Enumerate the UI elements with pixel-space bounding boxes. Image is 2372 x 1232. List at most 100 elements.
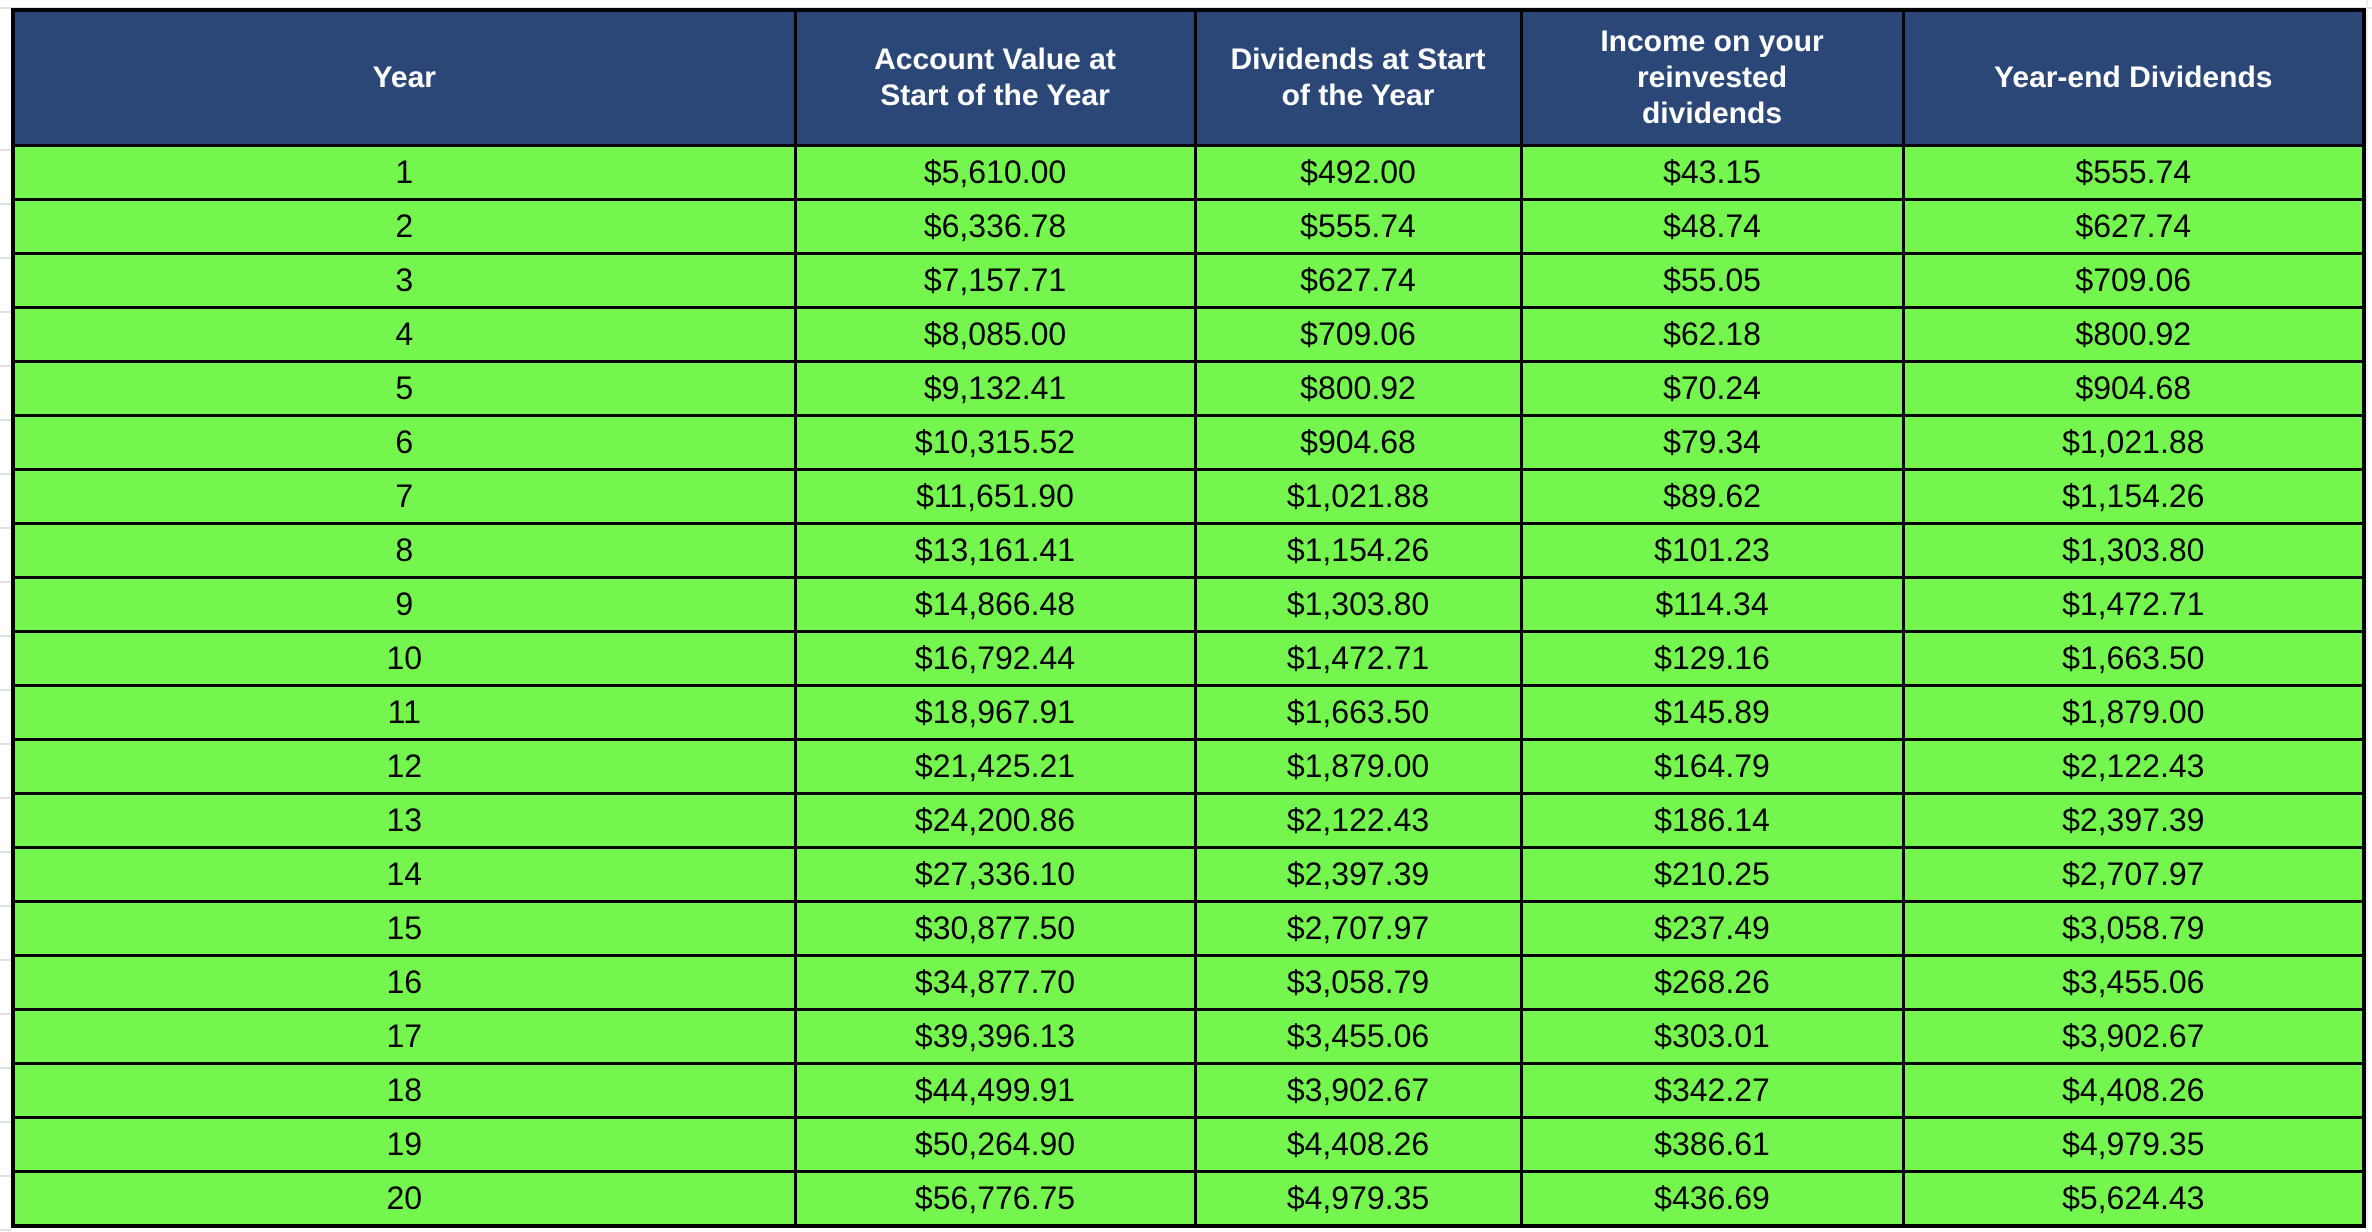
table-cell-year-end-dividends: $1,879.00 [1901,684,2366,741]
table-cell-account-value-start: $14,866.48 [793,576,1197,633]
table-cell-year-end-dividends: $555.74 [1901,144,2366,201]
table-cell-account-value-start: $13,161.41 [793,522,1197,579]
table-body: 1 $5,610.00 $492.00 $43.15 $555.74 2 $6,336.78… [11,144,2366,1228]
table-cell-year: 20 [11,1170,797,1228]
table-cell-year-end-dividends: $4,979.35 [1901,1116,2366,1173]
table-cell-income-reinvested: $114.34 [1519,576,1905,633]
table-row: 18 $44,499.91 $3,902.67 $342.27 $4,408.26 [11,1062,2366,1119]
table-cell-account-value-start: $11,651.90 [793,468,1197,525]
table-cell-year: 15 [11,900,797,957]
table-cell-year-end-dividends: $3,455.06 [1901,954,2366,1011]
table-cell-year-end-dividends: $3,902.67 [1901,1008,2366,1065]
column-header-account-value-start: Account Value at Start of the Year [793,8,1197,147]
table-cell-account-value-start: $50,264.90 [793,1116,1197,1173]
table-cell-dividends-start: $709.06 [1193,306,1523,363]
table-cell-year: 13 [11,792,797,849]
table-cell-account-value-start: $39,396.13 [793,1008,1197,1065]
table-cell-account-value-start: $44,499.91 [793,1062,1197,1119]
table-cell-income-reinvested: $145.89 [1519,684,1905,741]
table-cell-year-end-dividends: $4,408.26 [1901,1062,2366,1119]
table-cell-dividends-start: $492.00 [1193,144,1523,201]
table-cell-year: 18 [11,1062,797,1119]
table-cell-year-end-dividends: $3,058.79 [1901,900,2366,957]
table-cell-income-reinvested: $70.24 [1519,360,1905,417]
table-cell-dividends-start: $904.68 [1193,414,1523,471]
table-row: 10 $16,792.44 $1,472.71 $129.16 $1,663.50 [11,630,2366,687]
table-cell-year-end-dividends: $1,154.26 [1901,468,2366,525]
table-cell-year: 6 [11,414,797,471]
table-cell-income-reinvested: $386.61 [1519,1116,1905,1173]
table-cell-year: 7 [11,468,797,525]
table-row: 8 $13,161.41 $1,154.26 $101.23 $1,303.80 [11,522,2366,579]
table-cell-year-end-dividends: $2,397.39 [1901,792,2366,849]
table-row: 12 $21,425.21 $1,879.00 $164.79 $2,122.43 [11,738,2366,795]
table-row: 19 $50,264.90 $4,408.26 $386.61 $4,979.35 [11,1116,2366,1173]
table-header-row: Year Account Value at Start of the Year … [11,8,2366,147]
column-header-year-end-dividends: Year-end Dividends [1901,8,2366,147]
table-cell-year: 2 [11,198,797,255]
table-cell-income-reinvested: $101.23 [1519,522,1905,579]
table-cell-year: 17 [11,1008,797,1065]
table-row: 14 $27,336.10 $2,397.39 $210.25 $2,707.97 [11,846,2366,903]
table-cell-account-value-start: $27,336.10 [793,846,1197,903]
table-cell-year-end-dividends: $1,472.71 [1901,576,2366,633]
table-cell-year-end-dividends: $904.68 [1901,360,2366,417]
sheet-gridlines-left-margin [0,149,11,1231]
table-cell-account-value-start: $9,132.41 [793,360,1197,417]
table-cell-dividends-start: $627.74 [1193,252,1523,309]
table-row: 2 $6,336.78 $555.74 $48.74 $627.74 [11,198,2366,255]
table-cell-year: 14 [11,846,797,903]
table-cell-year: 8 [11,522,797,579]
table-cell-dividends-start: $4,979.35 [1193,1170,1523,1228]
table-cell-year: 3 [11,252,797,309]
table-cell-year: 5 [11,360,797,417]
table-cell-dividends-start: $1,879.00 [1193,738,1523,795]
table-cell-dividends-start: $3,455.06 [1193,1008,1523,1065]
table-cell-income-reinvested: $237.49 [1519,900,1905,957]
table-cell-year: 19 [11,1116,797,1173]
table-cell-year-end-dividends: $1,021.88 [1901,414,2366,471]
table-cell-year-end-dividends: $2,122.43 [1901,738,2366,795]
table-cell-income-reinvested: $303.01 [1519,1008,1905,1065]
table-cell-dividends-start: $1,303.80 [1193,576,1523,633]
table-cell-dividends-start: $2,397.39 [1193,846,1523,903]
table-row: 6 $10,315.52 $904.68 $79.34 $1,021.88 [11,414,2366,471]
table-cell-year-end-dividends: $709.06 [1901,252,2366,309]
table-cell-dividends-start: $1,154.26 [1193,522,1523,579]
sheet-gridline-right [2366,0,2368,1232]
table-cell-year: 11 [11,684,797,741]
table-row: 9 $14,866.48 $1,303.80 $114.34 $1,472.71 [11,576,2366,633]
table-cell-income-reinvested: $129.16 [1519,630,1905,687]
table-cell-dividends-start: $3,058.79 [1193,954,1523,1011]
table-cell-dividends-start: $555.74 [1193,198,1523,255]
table-cell-year-end-dividends: $1,663.50 [1901,630,2366,687]
column-header-dividends-start: Dividends at Start of the Year [1193,8,1523,147]
table-row: 15 $30,877.50 $2,707.97 $237.49 $3,058.79 [11,900,2366,957]
table-cell-year: 9 [11,576,797,633]
table-cell-dividends-start: $1,021.88 [1193,468,1523,525]
table-row: 20 $56,776.75 $4,979.35 $436.69 $5,624.43 [11,1170,2366,1228]
table-cell-income-reinvested: $186.14 [1519,792,1905,849]
table-cell-account-value-start: $56,776.75 [793,1170,1197,1228]
table-cell-dividends-start: $800.92 [1193,360,1523,417]
table-cell-dividends-start: $1,472.71 [1193,630,1523,687]
table-cell-year-end-dividends: $2,707.97 [1901,846,2366,903]
table-cell-year: 12 [11,738,797,795]
table-cell-income-reinvested: $62.18 [1519,306,1905,363]
table-cell-dividends-start: $2,122.43 [1193,792,1523,849]
table-cell-account-value-start: $7,157.71 [793,252,1197,309]
table-cell-income-reinvested: $48.74 [1519,198,1905,255]
table-cell-income-reinvested: $210.25 [1519,846,1905,903]
table-cell-account-value-start: $6,336.78 [793,198,1197,255]
table-cell-account-value-start: $5,610.00 [793,144,1197,201]
table-row: 11 $18,967.91 $1,663.50 $145.89 $1,879.00 [11,684,2366,741]
table-cell-year: 16 [11,954,797,1011]
table-cell-year-end-dividends: $800.92 [1901,306,2366,363]
table-cell-year-end-dividends: $1,303.80 [1901,522,2366,579]
column-header-year: Year [11,8,797,147]
table-cell-account-value-start: $30,877.50 [793,900,1197,957]
table-cell-dividends-start: $4,408.26 [1193,1116,1523,1173]
table-cell-income-reinvested: $436.69 [1519,1170,1905,1228]
table-cell-year-end-dividends: $5,624.43 [1901,1170,2366,1228]
table-cell-dividends-start: $2,707.97 [1193,900,1523,957]
